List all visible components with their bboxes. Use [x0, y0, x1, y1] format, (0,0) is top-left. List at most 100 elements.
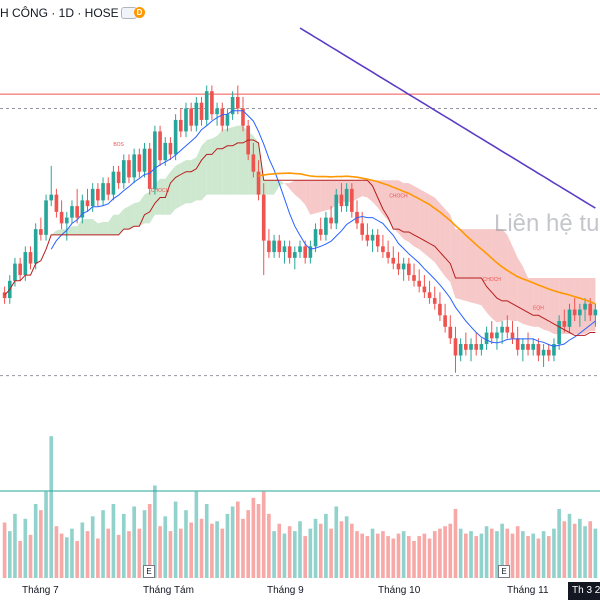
volume-bar	[178, 528, 183, 578]
volume-bar	[308, 528, 313, 578]
cloud-segment	[533, 277, 539, 327]
volume-bar	[557, 508, 561, 578]
candle-body	[163, 142, 168, 161]
cloud-segment	[491, 229, 497, 323]
volume-bar	[215, 521, 219, 578]
volume-bar	[282, 533, 287, 578]
candle-body	[531, 344, 536, 350]
candle-body	[251, 154, 256, 172]
candle-body	[287, 246, 292, 258]
candle-body	[261, 194, 266, 241]
candle-body	[391, 257, 396, 264]
candle-body	[153, 131, 157, 189]
cloud-segment	[408, 183, 415, 247]
volume-bar	[189, 522, 193, 578]
cloud-segment	[481, 229, 487, 313]
volume-bar	[2, 522, 7, 578]
volume-bar	[438, 528, 442, 578]
cloud-segment	[465, 229, 472, 303]
cloud-segment	[367, 180, 373, 202]
candle-body	[142, 148, 147, 172]
cloud-segment	[180, 160, 186, 207]
eqh-label: EQH	[533, 306, 544, 312]
x-label-jul: Tháng 7	[22, 585, 59, 596]
candle-body	[70, 206, 74, 218]
candle-body	[225, 114, 230, 126]
candle-body	[505, 326, 510, 333]
candle-body	[137, 154, 142, 172]
candle-body	[526, 344, 530, 350]
cloud-segment	[517, 257, 523, 324]
cloud-segment	[149, 183, 155, 224]
candle-body	[147, 148, 152, 189]
volume-bar	[7, 531, 12, 578]
volume-bar	[54, 526, 59, 578]
volume-bar	[173, 501, 178, 578]
volume-bar	[121, 513, 126, 578]
cloud-segment	[71, 226, 78, 235]
candle-body	[101, 183, 105, 201]
bos-label: BOS	[113, 142, 124, 148]
cloud-segment	[108, 214, 114, 235]
volume-bar	[111, 504, 116, 578]
cloud-segment	[325, 180, 332, 211]
annotations-layer: BOS CHOCH CHOCH CHOCH EQH	[113, 142, 544, 312]
candle-body	[318, 229, 323, 235]
candle-body	[272, 240, 276, 253]
candle-body	[572, 309, 577, 316]
symbol-title[interactable]: H CÔNG · 1D · HOSE	[0, 6, 119, 20]
candle-body	[220, 108, 225, 126]
candle-body	[489, 332, 494, 339]
volume-bar	[272, 531, 276, 578]
event-marker-1[interactable]: E	[143, 565, 155, 578]
candle-body	[204, 91, 209, 120]
cloud-segment	[476, 229, 482, 306]
cloud-segment	[87, 219, 93, 235]
x-label-aug: Tháng Tám	[143, 585, 194, 596]
volume-bar	[401, 531, 406, 578]
ma-fast-line	[50, 110, 596, 347]
volume-bar	[350, 523, 354, 578]
candle-body	[121, 160, 126, 184]
candle-body	[464, 344, 468, 350]
cloud-segment	[393, 180, 399, 234]
volume-bar	[505, 528, 510, 578]
kijun-line	[4, 139, 596, 336]
candle-body	[18, 263, 22, 276]
candle-body	[132, 154, 136, 178]
candle-body	[381, 246, 385, 253]
volume-bar	[546, 536, 551, 578]
volume-bar	[298, 521, 302, 578]
cloud-segment	[512, 246, 518, 322]
cloud-segment	[211, 135, 218, 195]
cloud-segment	[362, 180, 368, 198]
cloud-segment	[543, 277, 549, 332]
cloud-segment	[574, 277, 580, 334]
volume-bar	[391, 538, 396, 578]
event-marker-2[interactable]: E	[498, 565, 510, 578]
candle-body	[412, 275, 416, 281]
cloud-segment	[232, 125, 238, 195]
cloud-segment	[185, 160, 192, 204]
volume-bar	[18, 541, 22, 578]
volume-bar	[324, 513, 328, 578]
candle-body	[350, 188, 354, 212]
volume-bar	[59, 533, 64, 578]
candle-body	[80, 200, 85, 218]
volume-bar	[251, 497, 256, 578]
candle-body	[474, 344, 479, 350]
cloud-segment	[439, 203, 446, 277]
volume-bar	[137, 528, 142, 578]
data-source-badge[interactable]: D	[134, 7, 145, 18]
candle-body	[215, 108, 219, 115]
candle-body	[324, 217, 328, 235]
choch-label-2: CHOCH	[389, 194, 408, 200]
cloud-segment	[268, 180, 275, 195]
candle-body	[593, 309, 598, 316]
candle-body	[116, 171, 121, 184]
volume-bar	[101, 510, 105, 578]
volume-bar	[28, 534, 33, 578]
candle-body	[241, 108, 245, 126]
